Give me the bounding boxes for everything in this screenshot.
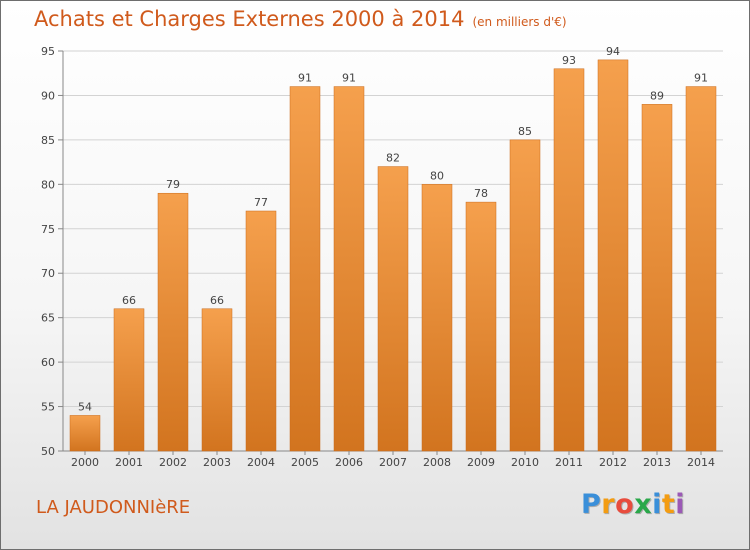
data-label: 66 (210, 294, 224, 307)
bar (465, 201, 497, 452)
proxiti-logo: Proxiti (581, 489, 685, 520)
data-label: 93 (562, 54, 576, 67)
data-label: 66 (122, 294, 136, 307)
logo-letter: P (581, 489, 602, 520)
chart-title: Achats et Charges Externes 2000 à 2014 (e… (34, 7, 567, 31)
x-tick-label: 2005 (291, 456, 319, 469)
data-label: 91 (298, 72, 312, 85)
data-label: 82 (386, 152, 400, 165)
data-label: 78 (474, 187, 488, 200)
data-label: 85 (518, 125, 532, 138)
data-label: 94 (606, 45, 620, 58)
x-tick-label: 2004 (247, 456, 275, 469)
x-tick-label: 2009 (467, 456, 495, 469)
x-tick-label: 2001 (115, 456, 143, 469)
x-tick-label: 2002 (159, 456, 187, 469)
bar (421, 184, 453, 452)
y-tick-label: 80 (41, 178, 55, 191)
data-label: 80 (430, 169, 444, 182)
y-tick-label: 90 (41, 89, 55, 102)
x-tick-label: 2011 (555, 456, 583, 469)
x-tick-label: 2012 (599, 456, 627, 469)
chart-subtitle: (en milliers d'€) (472, 15, 567, 29)
x-tick-label: 2014 (687, 456, 715, 469)
bar (685, 86, 717, 452)
data-label: 91 (342, 72, 356, 85)
data-label: 79 (166, 178, 180, 191)
y-tick-label: 65 (41, 312, 55, 325)
y-tick-label: 50 (41, 445, 55, 458)
bar (157, 192, 189, 452)
x-tick-label: 2007 (379, 456, 407, 469)
bar (245, 210, 277, 452)
x-tick-label: 2000 (71, 456, 99, 469)
bar (113, 308, 145, 452)
logo-letter: i (675, 489, 686, 520)
logo-letter: t (661, 489, 676, 520)
logo-letter: o (615, 489, 635, 520)
bar (641, 104, 673, 452)
bar (377, 166, 409, 452)
bar (289, 86, 321, 452)
y-tick-label: 70 (41, 267, 55, 280)
bar (69, 415, 101, 452)
logo-letter: r (601, 489, 616, 520)
data-label: 91 (694, 72, 708, 85)
y-tick-label: 95 (41, 45, 55, 58)
data-label: 77 (254, 196, 268, 209)
x-tick-label: 2003 (203, 456, 231, 469)
bar (597, 59, 629, 452)
logo-letter: x (634, 489, 653, 520)
data-label: 54 (78, 400, 92, 413)
location-name: LA JAUDONNIèRE (36, 497, 191, 518)
y-tick-label: 55 (41, 401, 55, 414)
bar (553, 68, 585, 452)
logo-letter: i (652, 489, 662, 520)
x-tick-label: 2008 (423, 456, 451, 469)
data-label: 89 (650, 89, 664, 102)
y-tick-label: 75 (41, 223, 55, 236)
y-tick-label: 85 (41, 134, 55, 147)
x-tick-label: 2013 (643, 456, 671, 469)
chart-title-text: Achats et Charges Externes 2000 à 2014 (34, 7, 465, 31)
x-tick-label: 2010 (511, 456, 539, 469)
bar (201, 308, 233, 452)
bar (333, 86, 365, 452)
x-tick-label: 2006 (335, 456, 363, 469)
bar (509, 139, 541, 452)
y-tick-label: 60 (41, 356, 55, 369)
